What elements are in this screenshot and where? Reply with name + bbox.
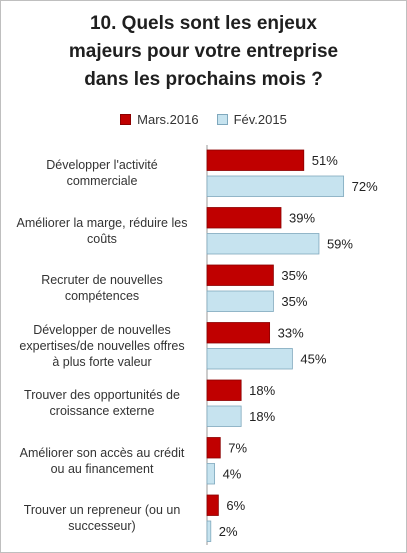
category-label-0: Développer l'activité commerciale: [4, 157, 200, 189]
data-label-mars-2016-4: 18%: [249, 383, 275, 398]
category-label-3: Développer de nouvelles expertises/de nou…: [4, 322, 200, 370]
category-label-line: Développer l'activité: [46, 158, 158, 173]
bar-mars-2016-5: [206, 437, 221, 459]
data-label-mars-2016-1: 39%: [289, 210, 315, 225]
category-label-4: Trouver des opportunités de croissance ex…: [4, 387, 200, 419]
data-label-fev-2015-3: 45%: [300, 351, 326, 366]
data-label-fev-2015-0: 72%: [352, 179, 378, 194]
legend: Mars.2016 Fév.2015: [0, 112, 407, 127]
category-label-line: ou au financement: [50, 461, 154, 476]
category-label-line: Recruter de nouvelles: [41, 273, 163, 288]
category-label-1: Améliorer la marge, réduire les coûts: [4, 215, 200, 247]
category-label-line: à plus forte valeur: [52, 354, 152, 369]
legend-item-mars-2016: Mars.2016: [120, 112, 199, 127]
title-line-3: dans les prochains mois ?: [84, 69, 323, 90]
category-label-line: Améliorer la marge, réduire les: [16, 215, 188, 230]
data-label-mars-2016-3: 33%: [278, 325, 304, 340]
bar-fev-2015-1: [206, 233, 320, 255]
category-label-line: Trouver des opportunités de: [24, 388, 180, 403]
category-label-line: compétences: [64, 289, 140, 304]
data-label-mars-2016-2: 35%: [281, 268, 307, 283]
category-label-line: croissance externe: [49, 404, 155, 419]
category-label-line: successeur): [68, 519, 136, 534]
data-label-fev-2015-2: 35%: [281, 294, 307, 309]
bar-fev-2015-6: [206, 520, 212, 542]
category-label-6: Trouver un repreneur (ou un successeur): [4, 502, 200, 534]
chart-title: 10. Quels sont les enjeux majeurs pour v…: [0, 10, 407, 94]
data-label-fev-2015-5: 4%: [223, 466, 242, 481]
data-label-fev-2015-6: 2%: [219, 524, 238, 539]
category-label-line: Trouver un repreneur (ou un: [23, 503, 181, 518]
legend-swatch-mars-2016: [120, 114, 132, 125]
category-label-line: commerciale: [66, 174, 138, 189]
bar-fev-2015-0: [206, 175, 345, 197]
category-label-5: Améliorer son accès au crédit ou au finan…: [4, 445, 200, 477]
legend-label-mars-2016: Mars.2016: [137, 112, 199, 127]
data-label-fev-2015-1: 59%: [327, 236, 353, 251]
bar-mars-2016-3: [206, 322, 271, 344]
title-line-2: majeurs pour votre entreprise: [68, 41, 339, 62]
category-label-line: Développer de nouvelles: [33, 322, 171, 337]
legend-item-fev-2015: Fév.2015: [216, 112, 287, 127]
bar-fev-2015-5: [206, 463, 215, 485]
category-label-line: expertises/de nouvelles offres: [19, 338, 185, 353]
bar-fev-2015-2: [206, 290, 274, 312]
bar-mars-2016-1: [206, 207, 282, 229]
legend-label-fev-2015: Fév.2015: [233, 112, 287, 127]
bar-mars-2016-0: [206, 149, 305, 171]
title-line-1: 10. Quels sont les enjeux: [89, 13, 318, 34]
bar-mars-2016-2: [206, 264, 274, 286]
data-label-mars-2016-5: 7%: [228, 440, 247, 455]
data-label-fev-2015-4: 18%: [249, 409, 275, 424]
legend-swatch-fev-2015: [216, 114, 228, 125]
category-label-line: coûts: [87, 231, 117, 246]
bar-mars-2016-4: [206, 379, 242, 401]
bar-mars-2016-6: [206, 494, 219, 516]
bar-fev-2015-4: [206, 405, 242, 427]
bar-fev-2015-3: [206, 348, 293, 370]
category-label-2: Recruter de nouvelles compétences: [4, 272, 200, 304]
data-label-mars-2016-6: 6%: [226, 498, 245, 513]
data-label-mars-2016-0: 51%: [312, 153, 338, 168]
category-label-line: Améliorer son accès au crédit: [19, 445, 185, 460]
